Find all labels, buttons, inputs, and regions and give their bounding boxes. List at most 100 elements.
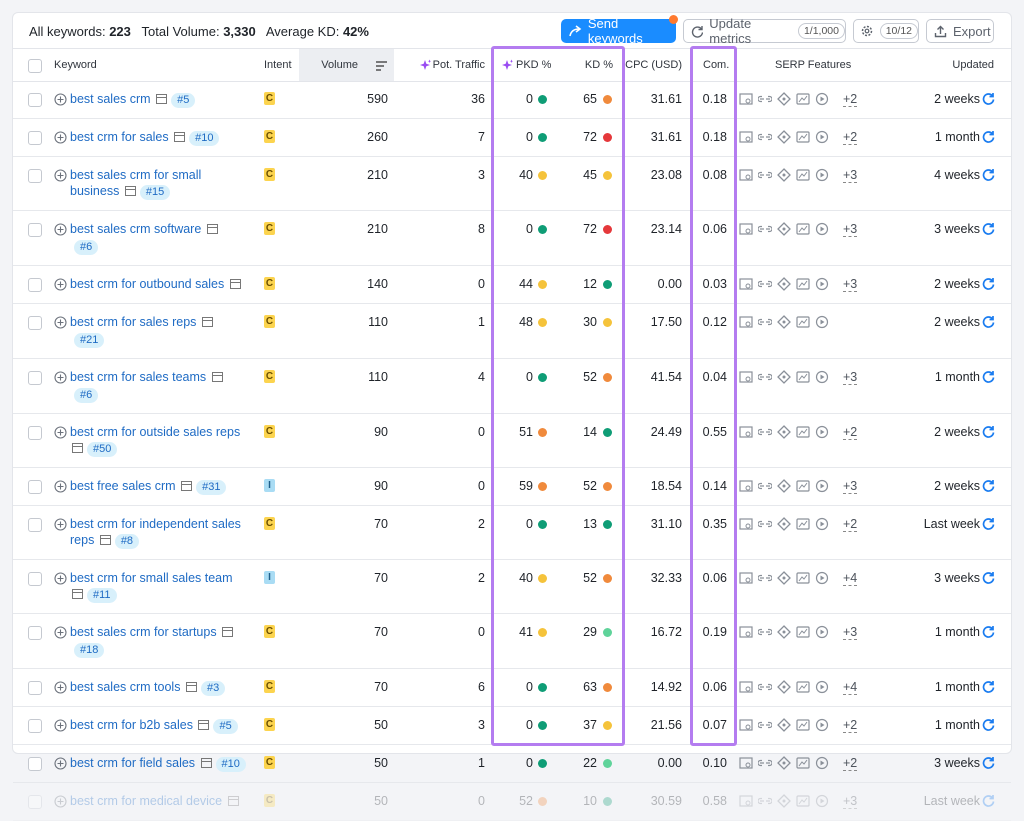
pkd: 40: [519, 168, 533, 182]
serp-more[interactable]: +3: [843, 479, 858, 494]
send-button[interactable]: Send keywords: [561, 15, 678, 46]
serp-feature-icon: [757, 756, 773, 773]
column-header[interactable]: Keyword: [54, 59, 97, 71]
refresh-icon-glyph: [982, 131, 995, 143]
checkbox[interactable]: [28, 371, 42, 385]
kd-dot: [603, 574, 612, 583]
table-row: best crm for medical device C 50 0 52 10 30.5…: [13, 783, 1011, 821]
column-header[interactable]: PKD %: [516, 59, 552, 71]
serp-more[interactable]: +3: [843, 794, 858, 809]
serp-more[interactable]: +4: [843, 680, 858, 695]
rank-badge: #18: [74, 643, 105, 658]
checkbox[interactable]: [28, 278, 42, 292]
keyword-link[interactable]: best crm for sales: [70, 130, 169, 144]
kd-dot: [603, 133, 612, 142]
add-icon: [54, 371, 67, 387]
rank-badge: #50: [87, 442, 118, 457]
serp-more[interactable]: +3: [843, 370, 858, 385]
column-header[interactable]: KD %: [584, 59, 613, 71]
add-icon: [54, 426, 67, 442]
serp-feature-icon-glyph: [757, 171, 773, 179]
keyword-link[interactable]: best crm for sales reps: [70, 315, 197, 329]
checkbox[interactable]: [28, 93, 42, 107]
checkbox[interactable]: [28, 719, 42, 733]
serp-feature-icon-glyph: [739, 757, 753, 769]
keyword-link[interactable]: best sales crm tools: [70, 680, 181, 694]
column-header[interactable]: Volume: [321, 59, 358, 71]
checkbox[interactable]: [28, 681, 42, 695]
keyword-link[interactable]: best sales crm for startups: [70, 625, 217, 639]
keyword-cell: best sales crm #5: [70, 81, 246, 118]
column-header[interactable]: SERP Features: [775, 59, 852, 71]
table-row: best crm for independent sales reps #8 C 7…: [13, 506, 1011, 560]
checkbox[interactable]: [28, 518, 42, 532]
serp-more[interactable]: +2: [843, 756, 858, 771]
serp-feature-icon-glyph: [739, 795, 753, 807]
keyword-cell: best crm for outside sales reps #50: [70, 414, 246, 467]
sort-icon-glyph: [376, 61, 387, 71]
serp-feature-icon-glyph: [815, 517, 829, 531]
column-header[interactable]: Updated: [952, 59, 994, 71]
keyword-link[interactable]: best sales crm software: [70, 222, 202, 236]
column-header[interactable]: Intent: [264, 59, 292, 71]
serp-more[interactable]: +2: [843, 130, 858, 145]
serp-icon-glyph: [185, 682, 197, 692]
table-row: best crm for field sales #10 C 50 1 0 22 0.00 0…: [13, 745, 1011, 783]
kd-dot: [603, 318, 612, 327]
keyword-link[interactable]: best crm for outside sales reps: [70, 425, 241, 439]
keyword-link[interactable]: best crm for independent sales reps: [70, 517, 241, 547]
rank-badge: #8: [114, 534, 140, 549]
kd: 14: [583, 425, 597, 439]
serp-more[interactable]: +2: [843, 517, 858, 532]
refresh-icon-glyph: [982, 426, 995, 438]
serp-more[interactable]: +2: [843, 92, 858, 107]
intent-badge: C: [264, 718, 275, 731]
serp-feature-icon: [777, 479, 791, 496]
serp-more[interactable]: +3: [843, 168, 858, 183]
keyword-link[interactable]: best crm for medical device: [70, 794, 223, 808]
checkbox[interactable]: [28, 59, 42, 73]
keyword-link[interactable]: best sales crm for small business: [70, 168, 202, 198]
add-icon-glyph: [54, 93, 67, 106]
serp-more[interactable]: +2: [843, 718, 858, 733]
column-header[interactable]: Com.: [703, 59, 730, 71]
serp-more[interactable]: +2: [843, 425, 858, 440]
checkbox[interactable]: [28, 316, 42, 330]
serp-more[interactable]: +3: [843, 277, 858, 292]
keyword-link[interactable]: best crm for small sales team: [70, 571, 233, 585]
serp-feature-icon-glyph: [777, 718, 791, 732]
checkbox[interactable]: [28, 626, 42, 640]
checkbox[interactable]: [28, 223, 42, 237]
pot-traffic: 8: [478, 222, 485, 236]
checkbox[interactable]: [28, 169, 42, 183]
checkbox[interactable]: [28, 426, 42, 440]
serp-more[interactable]: +3: [843, 625, 858, 640]
serp-more[interactable]: +3: [843, 222, 858, 237]
serp-icon: [72, 441, 83, 457]
export-button[interactable]: Export: [926, 19, 994, 43]
checkbox[interactable]: [28, 480, 42, 494]
serp-feature-icon-glyph: [815, 277, 829, 291]
serp-feature-icon: [815, 517, 829, 534]
serp-feature-icon-glyph: [796, 757, 810, 769]
settings-button[interactable]: 10/12: [853, 19, 919, 43]
checkbox[interactable]: [28, 795, 42, 809]
checkbox[interactable]: [28, 757, 42, 771]
intent-badge: C: [264, 517, 275, 530]
checkbox[interactable]: [28, 131, 42, 145]
keyword-link[interactable]: best sales crm: [70, 92, 151, 106]
checkbox[interactable]: [28, 572, 42, 586]
serp-icon: [72, 587, 83, 603]
keyword-link[interactable]: best crm for b2b sales: [70, 718, 193, 732]
keyword-link[interactable]: best crm for outbound sales: [70, 277, 225, 291]
keyword-link[interactable]: best free sales crm: [70, 479, 176, 493]
keyword-link[interactable]: best crm for field sales: [70, 756, 196, 770]
keyword-link[interactable]: best crm for sales teams: [70, 370, 207, 384]
kd: 52: [583, 370, 597, 384]
column-header[interactable]: Pot. Traffic: [432, 59, 485, 71]
serp-feature-icon-glyph: [757, 683, 773, 691]
serp-icon: [185, 680, 197, 696]
serp-more[interactable]: +4: [843, 571, 858, 586]
column-header[interactable]: CPC (USD): [625, 59, 682, 71]
update-button[interactable]: Update metrics 1/1,000: [683, 16, 846, 46]
